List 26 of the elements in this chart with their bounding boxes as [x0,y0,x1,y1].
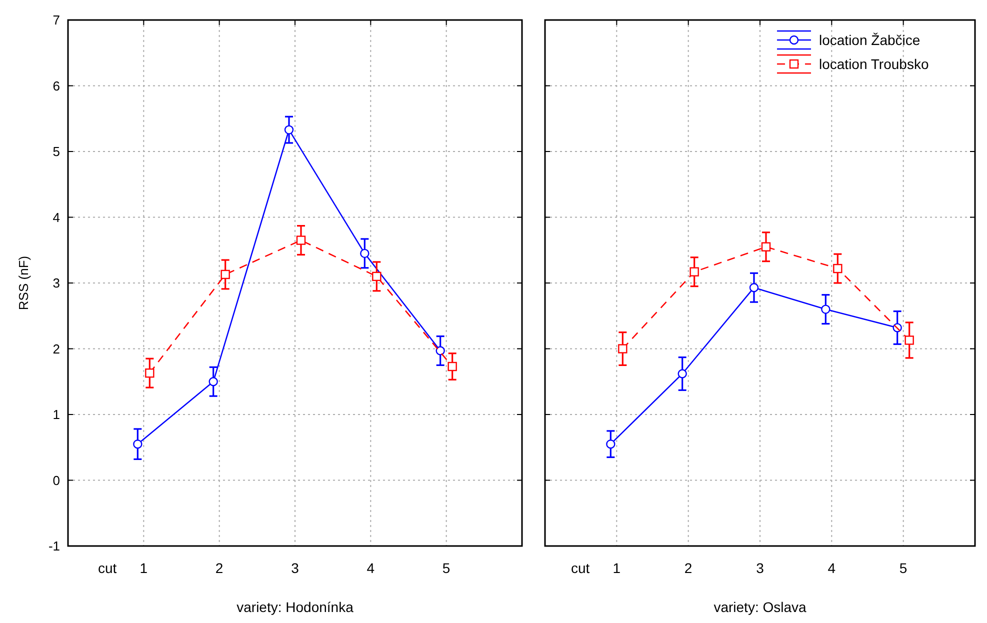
x-tick-label: 1 [140,560,148,576]
y-tick-label: 0 [52,472,60,488]
text: variety: Oslava [714,599,807,615]
x-tick-label: 3 [291,560,300,576]
text: variety: Hodonínka [236,599,354,615]
legend-label: location Troubsko [819,56,929,72]
x-tick-label: 5 [899,560,908,576]
y-tick-label: 5 [52,144,60,160]
x-tick-label: 1 [612,560,621,576]
x-tick-label: 2 [684,560,692,576]
y-axis-title: RSS (nF) [16,256,31,310]
x-tick-label: 2 [215,560,224,576]
y-tick-label: 6 [52,78,60,94]
y-tick-label: 1 [52,407,60,422]
x-axis-title: cut [570,560,590,576]
y-tick-label: 4 [52,210,60,225]
x-tick-label: 4 [828,560,836,576]
y-tick-label: 3 [52,276,60,291]
y-tick-label: -1 [48,538,60,554]
legend-label: location Žabčice [819,32,920,48]
y-tick-label: 7 [52,12,60,28]
x-axis-title: cut [98,560,117,576]
y-tick-label: 2 [52,341,60,356]
x-tick-label: 5 [442,560,450,576]
x-tick-label: 3 [756,560,764,576]
x-tick-label: 4 [366,560,375,576]
